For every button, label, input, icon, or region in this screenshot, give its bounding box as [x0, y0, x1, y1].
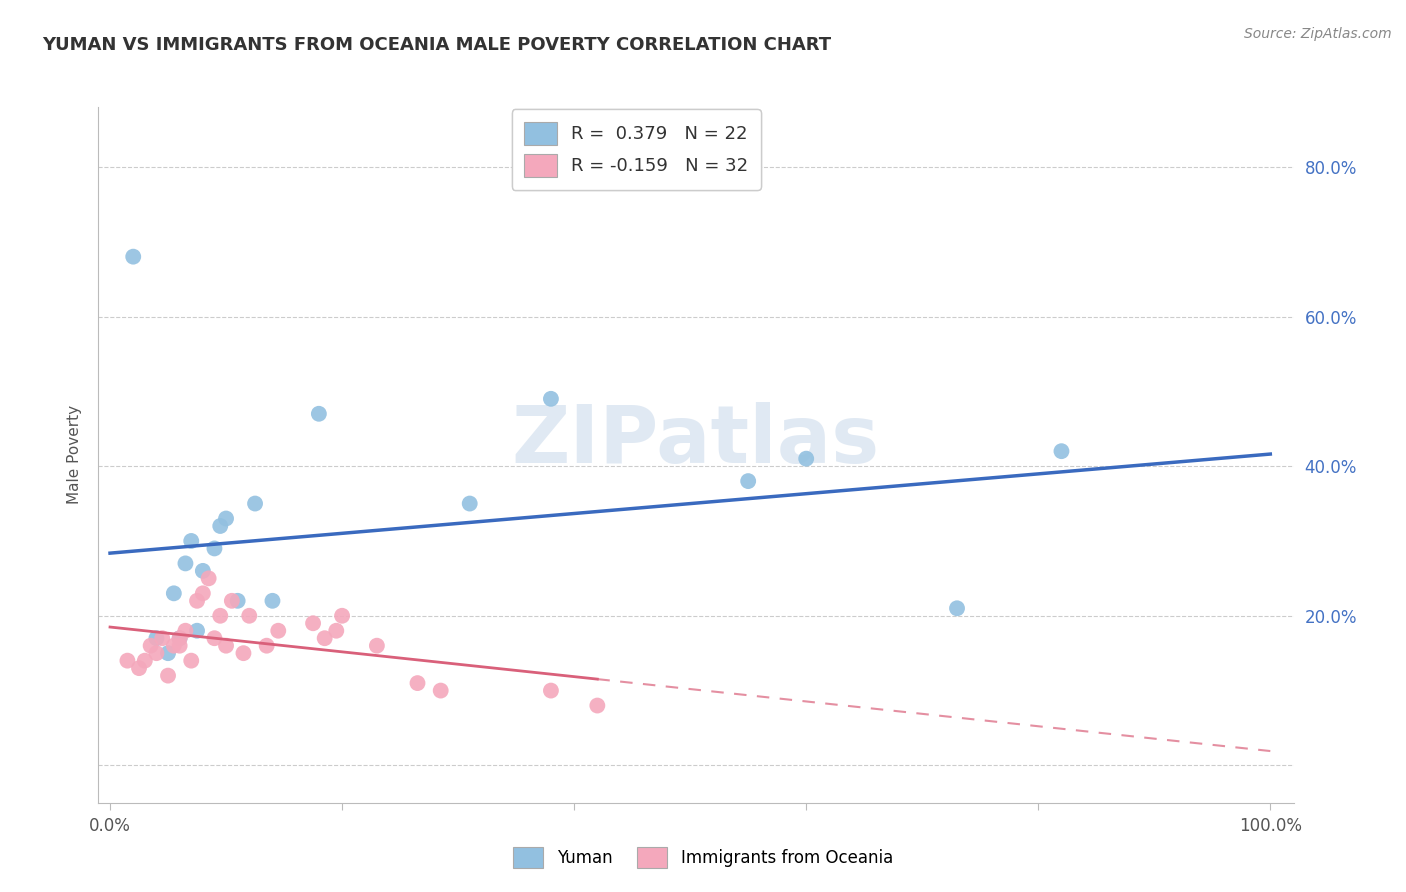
- Point: [145, 631, 167, 645]
- Point: [243, 497, 266, 511]
- Point: [314, 631, 336, 645]
- Point: [586, 698, 609, 713]
- Point: [122, 250, 145, 264]
- Point: [186, 594, 208, 608]
- Point: [134, 654, 156, 668]
- Point: [540, 683, 562, 698]
- Point: [186, 624, 208, 638]
- Point: [262, 594, 284, 608]
- Point: [209, 519, 232, 533]
- Point: [458, 497, 481, 511]
- Point: [157, 668, 180, 682]
- Point: [191, 586, 214, 600]
- Point: [215, 511, 238, 525]
- Point: [232, 646, 254, 660]
- Point: [139, 639, 162, 653]
- Point: [204, 631, 226, 645]
- Y-axis label: Male Poverty: Male Poverty: [67, 405, 83, 505]
- Point: [150, 631, 173, 645]
- Point: [256, 639, 278, 653]
- Point: [366, 639, 388, 653]
- Text: YUMAN VS IMMIGRANTS FROM OCEANIA MALE POVERTY CORRELATION CHART: YUMAN VS IMMIGRANTS FROM OCEANIA MALE PO…: [42, 36, 831, 54]
- Point: [197, 571, 219, 585]
- Point: [169, 639, 191, 653]
- Point: [406, 676, 429, 690]
- Point: [308, 407, 330, 421]
- Point: [174, 557, 197, 571]
- Point: [221, 594, 243, 608]
- Point: [180, 654, 202, 668]
- Point: [238, 608, 260, 623]
- Point: [174, 624, 197, 638]
- Point: [145, 646, 167, 660]
- Point: [1050, 444, 1073, 458]
- Text: Source: ZipAtlas.com: Source: ZipAtlas.com: [1244, 27, 1392, 41]
- Point: [302, 616, 325, 631]
- Point: [794, 451, 817, 466]
- Point: [946, 601, 969, 615]
- Point: [209, 608, 232, 623]
- Point: [226, 594, 249, 608]
- Point: [163, 639, 186, 653]
- Point: [267, 624, 290, 638]
- Point: [204, 541, 226, 556]
- Point: [157, 646, 180, 660]
- Point: [180, 533, 202, 548]
- Point: [117, 654, 139, 668]
- Point: [128, 661, 150, 675]
- Point: [191, 564, 214, 578]
- Point: [737, 474, 759, 488]
- Point: [325, 624, 347, 638]
- Legend: R =  0.379   N = 22, R = -0.159   N = 32: R = 0.379 N = 22, R = -0.159 N = 32: [512, 109, 761, 190]
- Point: [429, 683, 451, 698]
- Point: [169, 631, 191, 645]
- Point: [169, 631, 191, 645]
- Point: [330, 608, 353, 623]
- Point: [215, 639, 238, 653]
- Point: [163, 586, 186, 600]
- Legend: Yuman, Immigrants from Oceania: Yuman, Immigrants from Oceania: [506, 840, 900, 875]
- Point: [540, 392, 562, 406]
- Text: ZIPatlas: ZIPatlas: [512, 402, 880, 480]
